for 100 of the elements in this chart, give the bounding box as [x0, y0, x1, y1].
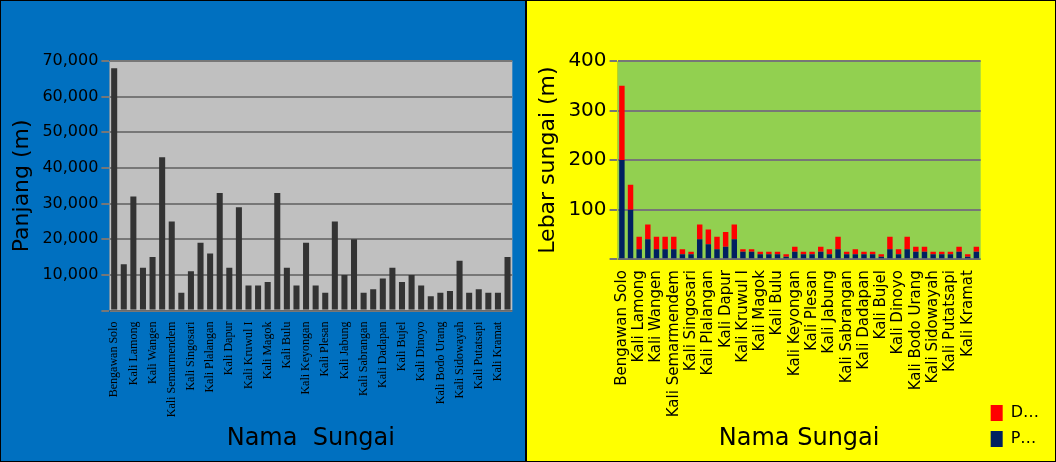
bar: [757, 251, 763, 255]
bar: [714, 249, 720, 259]
bar: [826, 254, 833, 259]
bar: [671, 236, 677, 250]
bar: [705, 244, 712, 259]
y-tick-label: 300: [568, 96, 607, 121]
bar: [800, 254, 807, 259]
x-tick-label: Kali Dapur: [715, 269, 734, 348]
bar: [696, 239, 703, 259]
x-tick-label: Kali Kruwul I: [732, 270, 751, 363]
x-tick-label: Kali Bulu: [767, 270, 786, 336]
bar: [322, 292, 329, 310]
bar: [187, 271, 194, 310]
bar: [930, 251, 936, 255]
bar: [852, 249, 859, 255]
bar: [818, 246, 824, 252]
bar: [835, 236, 841, 250]
x-tick-label: Kali Plesan: [317, 321, 332, 377]
bar: [792, 251, 798, 259]
bar: [913, 246, 919, 252]
bar: [627, 209, 634, 259]
x-tick-label: Kali Dinoyo: [413, 321, 428, 382]
bar: [973, 246, 980, 252]
x-tick-label: Kali Sidowayah: [451, 321, 466, 399]
x-tick-label: Kali Wangen: [144, 321, 159, 385]
x-tick-label: Kali Dadapan: [374, 321, 389, 388]
x-tick-label: Kali Semarmendem: [663, 270, 682, 418]
bar: [360, 292, 367, 310]
bar: [216, 192, 223, 310]
bar: [861, 254, 867, 259]
bar: [398, 282, 406, 310]
x-tick-label: Kali Bodo Urang: [432, 321, 447, 405]
bar: [627, 184, 634, 210]
bar: [341, 274, 348, 310]
bar: [679, 249, 686, 255]
x-axis-title: Nama Sungai: [226, 422, 395, 451]
bar: [939, 254, 945, 259]
bar: [766, 251, 772, 255]
bar: [636, 249, 642, 259]
x-tick-label: Kali Kruwul I: [240, 321, 255, 389]
bar: [662, 249, 668, 259]
x-tick-label: Kali Kramat: [957, 270, 976, 357]
bar: [731, 224, 738, 240]
y-tick-label: 40,000: [42, 157, 99, 177]
bar: [774, 254, 781, 259]
bar: [303, 242, 310, 310]
x-tick-label: Kali Singosari: [183, 320, 198, 391]
x-tick-label: Kali Putatsapi: [940, 270, 959, 372]
bar: [852, 254, 859, 259]
x-tick-label: Kali Bodo Urang: [905, 270, 924, 391]
bar: [264, 282, 271, 310]
x-tick-label: Kali Keyongan: [784, 270, 803, 377]
y-tick-label: 200: [568, 146, 607, 171]
bar: [149, 257, 156, 310]
bar: [293, 285, 300, 310]
bar: [312, 285, 319, 310]
bar: [245, 285, 252, 310]
bar: [757, 254, 763, 259]
bar: [379, 278, 386, 310]
bar: [956, 251, 962, 259]
bar: [645, 239, 651, 259]
bar: [485, 292, 492, 310]
x-tick-label: Kali Putatsapi: [470, 320, 485, 390]
x-tick-label: Kali Singosari: [680, 270, 699, 372]
bar: [826, 249, 833, 255]
bar: [740, 249, 746, 252]
legend-label: D…: [1010, 402, 1040, 422]
bar: [235, 207, 242, 310]
x-axis-title: Nama Sungai: [718, 422, 880, 451]
bar: [494, 292, 501, 310]
bar: [809, 254, 815, 259]
bar: [653, 236, 660, 250]
bar: [887, 249, 893, 259]
bar: [688, 254, 694, 259]
bar: [408, 274, 415, 310]
bar: [766, 254, 772, 259]
bar: [475, 289, 482, 310]
x-tick-label: Kali Dapur: [221, 321, 236, 376]
y-tick-label: 100: [568, 195, 607, 220]
x-tick-label: Kali Kramat: [490, 320, 505, 382]
y-tick-label: 400: [568, 47, 607, 72]
x-tick-label: Kali Keyongan: [298, 321, 313, 395]
bar: [226, 267, 233, 310]
bar: [207, 253, 214, 310]
y-tick-label: 60,000: [42, 85, 99, 105]
bar: [619, 160, 625, 259]
bar: [130, 196, 137, 310]
x-tick-label: Kali Lamong: [629, 270, 648, 363]
x-tick-label: Kali Magok: [750, 269, 769, 352]
bar: [740, 251, 746, 259]
bar: [696, 224, 703, 240]
y-tick-label: 10,000: [42, 264, 99, 284]
bar: [139, 267, 146, 310]
bar: [887, 236, 893, 250]
bar: [456, 260, 463, 310]
x-tick-label: Kali Sabrangan: [836, 270, 855, 384]
bar: [809, 251, 815, 255]
x-tick-label: Kali Jabung: [819, 270, 838, 354]
bar: [861, 251, 867, 255]
bar: [748, 249, 755, 252]
